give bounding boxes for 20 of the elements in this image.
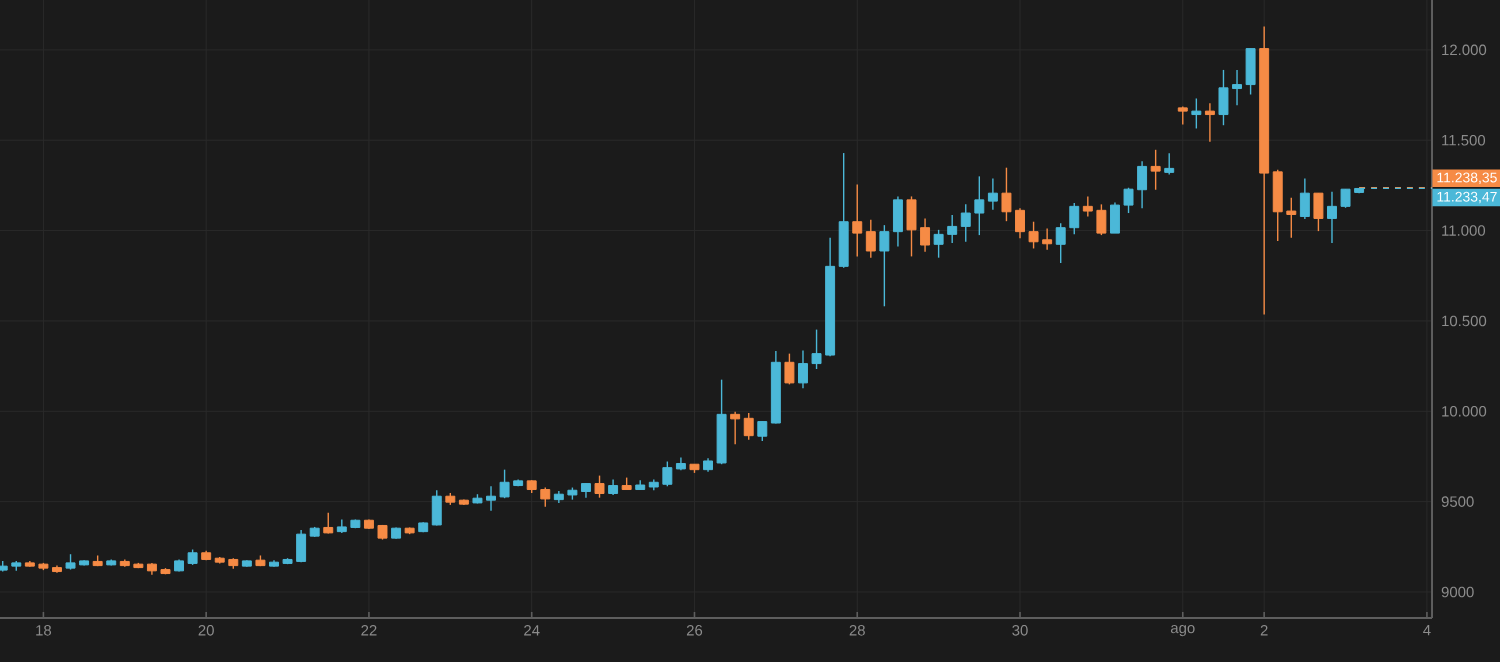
candlestick	[730, 410, 741, 446]
candlestick	[784, 352, 795, 386]
candlestick	[431, 489, 442, 527]
candlestick	[987, 177, 998, 211]
candlestick	[852, 183, 863, 258]
candlestick	[743, 412, 754, 441]
candlestick	[879, 224, 890, 307]
candlestick	[865, 219, 876, 259]
candlestick	[757, 420, 768, 442]
candlestick	[1204, 102, 1215, 143]
candlestick	[838, 152, 849, 269]
candlestick	[1313, 192, 1324, 232]
candlestick	[1299, 177, 1310, 220]
candlestick	[892, 195, 903, 248]
candlestick	[1150, 149, 1161, 191]
candlestick	[1191, 97, 1202, 130]
candlestick	[594, 474, 605, 499]
candlestick	[1177, 105, 1188, 126]
candlestick	[1164, 152, 1175, 176]
candlestick	[323, 512, 334, 535]
